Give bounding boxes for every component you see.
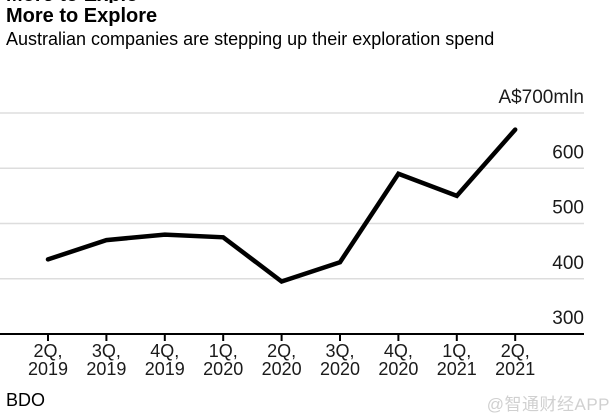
clipped-text-fragment: More to Explore — [6, 0, 136, 3]
watermark: @智通财经APP — [486, 395, 610, 414]
x-tick-label-year: 2019 — [145, 359, 185, 379]
x-tick-label-year: 2021 — [437, 359, 477, 379]
x-tick-label-quarter: 3Q, — [325, 341, 354, 361]
y-axis-label: 600 — [552, 142, 584, 163]
x-tick-label-year: 2019 — [28, 359, 68, 379]
x-tick-label-year: 2020 — [203, 359, 243, 379]
source-label: BDO — [6, 390, 46, 410]
x-tick-label-quarter: 3Q, — [92, 341, 121, 361]
y-axis-label: 300 — [552, 308, 584, 329]
x-tick-label-quarter: 4Q, — [150, 341, 179, 361]
x-tick-label-quarter: 2Q, — [267, 341, 296, 361]
y-axis-label: A$700mln — [498, 87, 584, 108]
x-tick-label-year: 2021 — [495, 359, 535, 379]
x-tick-label-quarter: 1Q, — [442, 341, 471, 361]
y-axis-label: 500 — [552, 198, 584, 219]
x-tick-label-year: 2020 — [378, 359, 418, 379]
line-chart-svg: A$700mln6005004003002Q,20193Q,20194Q,201… — [0, 87, 584, 379]
x-tick-label-year: 2020 — [262, 359, 302, 379]
x-tick-label-quarter: 1Q, — [209, 341, 238, 361]
y-axis-label: 400 — [552, 253, 584, 274]
data-line — [45, 127, 518, 285]
page-subtitle: Australian companies are stepping up the… — [6, 29, 495, 49]
x-tick-label-quarter: 2Q, — [501, 341, 530, 361]
line-chart: A$700mln 600 500 400 300 2Q, 2019 3Q, 2019 4Q, 201… — [0, 85, 615, 385]
x-tick-label-quarter: 4Q, — [384, 341, 413, 361]
page-title: More to Explore — [6, 5, 158, 27]
x-tick-label-year: 2020 — [320, 359, 360, 379]
x-tick-label-quarter: 2Q, — [33, 341, 62, 361]
x-tick-label-year: 2019 — [86, 359, 126, 379]
